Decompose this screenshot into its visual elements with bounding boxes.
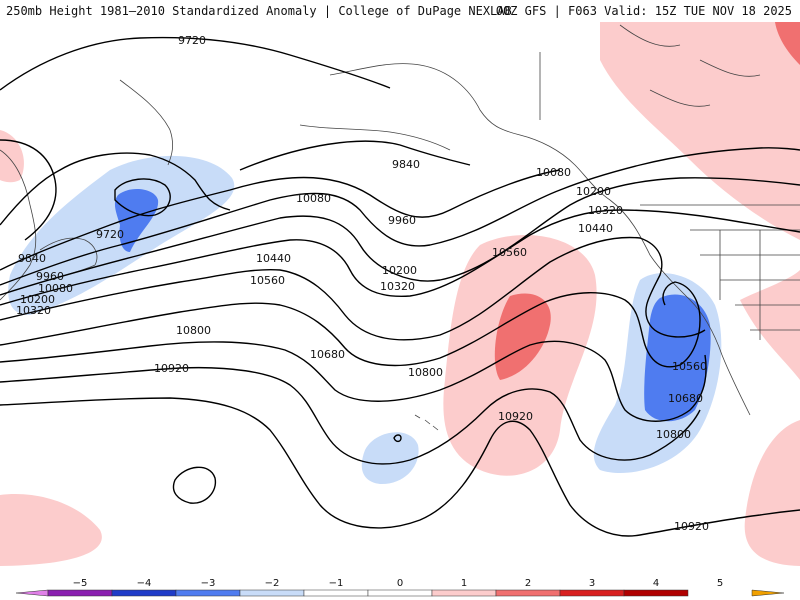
aleutian-islands xyxy=(299,124,451,151)
colorbar-swatch xyxy=(47,589,113,597)
contour-label: 10200 xyxy=(576,185,611,198)
hawaii-islands xyxy=(414,414,439,431)
arctic-islands xyxy=(619,24,761,107)
colorbar-swatch xyxy=(111,589,177,597)
contour-10080 xyxy=(0,147,800,286)
positive-anomaly-southwest xyxy=(0,494,102,566)
colorbar-swatch xyxy=(239,589,305,597)
negative-anomaly-japan-strong xyxy=(114,188,159,252)
contour-10800 xyxy=(0,366,701,465)
negative-anomaly-west-coast-strong xyxy=(644,294,711,422)
contour-label: 9960 xyxy=(36,270,64,283)
map-header: 250mb Height 1981–2010 Standardized Anom… xyxy=(0,0,800,22)
colorbar-tick-label: −5 xyxy=(73,578,88,589)
contour-label: 10800 xyxy=(176,324,211,337)
height-contours xyxy=(0,36,800,537)
north-america-west-coast xyxy=(609,199,751,416)
colorbar-tick-label: −2 xyxy=(265,578,280,589)
contour-label: 10920 xyxy=(154,362,189,375)
colorbar-tick-label: 2 xyxy=(525,578,531,589)
contour-10200 xyxy=(0,177,800,296)
contour-10440 xyxy=(0,236,706,341)
contour-label: 10560 xyxy=(492,246,527,259)
contour-label: 10320 xyxy=(380,280,415,293)
positive-anomaly-east-strip xyxy=(740,270,800,380)
colorbar-swatch xyxy=(751,589,785,597)
contour-label: 9720 xyxy=(96,228,124,241)
contour-9840-b xyxy=(239,140,471,171)
contour-label: 10800 xyxy=(408,366,443,379)
positive-anomaly-west-edge xyxy=(0,130,24,183)
contour-label: 10680 xyxy=(668,392,703,405)
contour-label: 10440 xyxy=(256,252,291,265)
contour-label: 10080 xyxy=(296,192,331,205)
contour-label: 10080 xyxy=(536,166,571,179)
contour-label: 10080 xyxy=(38,282,73,295)
colorbar-tick-label: −4 xyxy=(137,578,152,589)
canada-border xyxy=(539,52,800,206)
contour-label: 10320 xyxy=(16,304,51,317)
contour-label: 10560 xyxy=(672,360,707,373)
model-run-info: 00Z GFS | F063 Valid: 15Z TUE NOV 18 202… xyxy=(495,4,792,18)
colorbar-tick-label: 5 xyxy=(717,578,723,589)
negative-anomaly-hawaii xyxy=(361,432,419,485)
contour-label: 10200 xyxy=(382,264,417,277)
contour-label: 9720 xyxy=(178,34,206,47)
colorbar-tick-label: 0 xyxy=(397,578,403,589)
contour-label: 9840 xyxy=(392,158,420,171)
contour-10680 xyxy=(0,340,707,422)
colorbar-tick-label: −3 xyxy=(201,578,216,589)
contour-west-low xyxy=(0,139,57,241)
contour-label: 10800 xyxy=(656,428,691,441)
contour-9720-north xyxy=(0,36,391,91)
contour-9960 xyxy=(0,169,561,271)
alaska-coastline xyxy=(329,63,611,201)
contour-label: 10920 xyxy=(498,410,533,423)
contour-label: 10440 xyxy=(578,222,613,235)
kamchatka-coastline xyxy=(119,79,174,166)
contour-small-low xyxy=(393,434,402,443)
anomaly-colorbar: −5 −4 −3 −2 −1 0 1 2 3 4 5 xyxy=(0,576,800,600)
colorbar-tick-label: 1 xyxy=(461,578,467,589)
contour-10320 xyxy=(0,209,800,306)
colorbar-swatch xyxy=(495,589,561,597)
contour-9720-low xyxy=(114,178,171,217)
colorbar-swatch xyxy=(559,589,625,597)
contour-10920 xyxy=(0,397,800,537)
contour-label: 10200 xyxy=(20,293,55,306)
contour-10920-closed xyxy=(172,466,217,504)
contour-9840 xyxy=(0,152,231,226)
colorbar-tick-label: 3 xyxy=(589,578,595,589)
anomaly-map: 9720 9720 9840 9840 9960 9960 10080 1008… xyxy=(0,22,800,578)
positive-anomaly-central-strong xyxy=(494,293,551,380)
colorbar-swatch xyxy=(367,589,433,597)
positive-anomaly-southeast xyxy=(744,420,800,566)
map-title: 250mb Height 1981–2010 Standardized Anom… xyxy=(6,4,512,18)
colorbar-ticks: −5 −4 −3 −2 −1 0 1 2 3 4 5 xyxy=(73,578,724,589)
us-state-lines xyxy=(690,229,800,340)
contour-label: 9840 xyxy=(18,252,46,265)
contour-label: 10320 xyxy=(588,204,623,217)
contour-label: 10920 xyxy=(674,520,709,533)
contour-label-group: 9720 9720 9840 9840 9960 9960 10080 1008… xyxy=(16,34,709,533)
contour-label: 9960 xyxy=(388,214,416,227)
anomaly-shading xyxy=(0,22,800,566)
colorbar-tick-label: −1 xyxy=(329,578,344,589)
colorbar-swatch xyxy=(431,589,497,597)
colorbar-swatches xyxy=(15,589,785,597)
positive-anomaly-northeast-strong xyxy=(775,22,800,65)
colorbar-swatch xyxy=(303,589,369,597)
contour-10560 xyxy=(0,281,701,368)
colorbar-tick-label: 4 xyxy=(653,578,659,589)
colorbar-swatch xyxy=(623,589,689,597)
colorbar-swatch xyxy=(175,589,241,597)
contour-label: 10680 xyxy=(310,348,345,361)
contour-label: 10560 xyxy=(250,274,285,287)
